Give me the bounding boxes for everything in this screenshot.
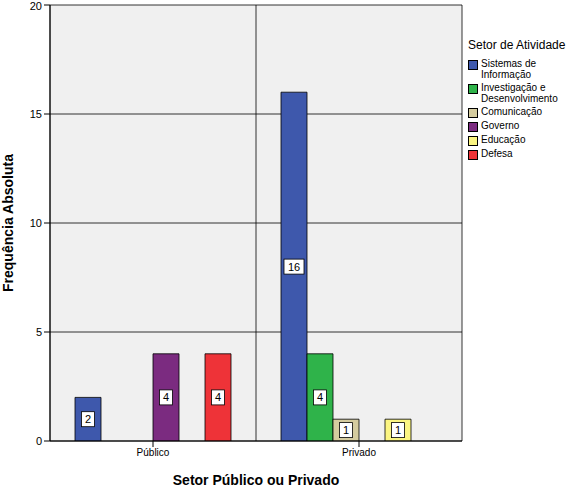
svg-text:Privado: Privado (342, 447, 376, 458)
html-text:Comunicação: Comunicação (481, 106, 543, 117)
svg-text:Público: Público (137, 447, 170, 458)
svg-text:15: 15 (30, 108, 42, 120)
svg-text:5: 5 (36, 326, 42, 338)
html-text:Investigação e Desenvolvimento: Investigação e Desenvolvimento (481, 82, 558, 104)
svg-text:4: 4 (317, 391, 323, 403)
html-text:Setor de Atividade: Setor de Atividade (468, 38, 566, 52)
svg-text:2: 2 (85, 413, 91, 425)
svg-text:20: 20 (30, 0, 42, 12)
html-text:Governo: Governo (481, 120, 520, 131)
svg-text:1: 1 (395, 424, 401, 436)
svg-text:Frequência Absoluta: Frequência Absoluta (8, 154, 16, 292)
svg-text:1: 1 (343, 424, 349, 436)
svg-text:4: 4 (215, 391, 221, 403)
html-text:Sistemas de Informação: Sistemas de Informação (481, 58, 536, 80)
svg-text:0: 0 (36, 435, 42, 447)
svg-text:10: 10 (30, 217, 42, 229)
html-text:Educação: Educação (481, 134, 526, 145)
svg-text:16: 16 (288, 261, 300, 273)
svg-text:Setor Público ou Privado: Setor Público ou Privado (173, 472, 339, 488)
svg-text:4: 4 (163, 391, 169, 403)
html-text:Defesa: Defesa (481, 148, 513, 159)
